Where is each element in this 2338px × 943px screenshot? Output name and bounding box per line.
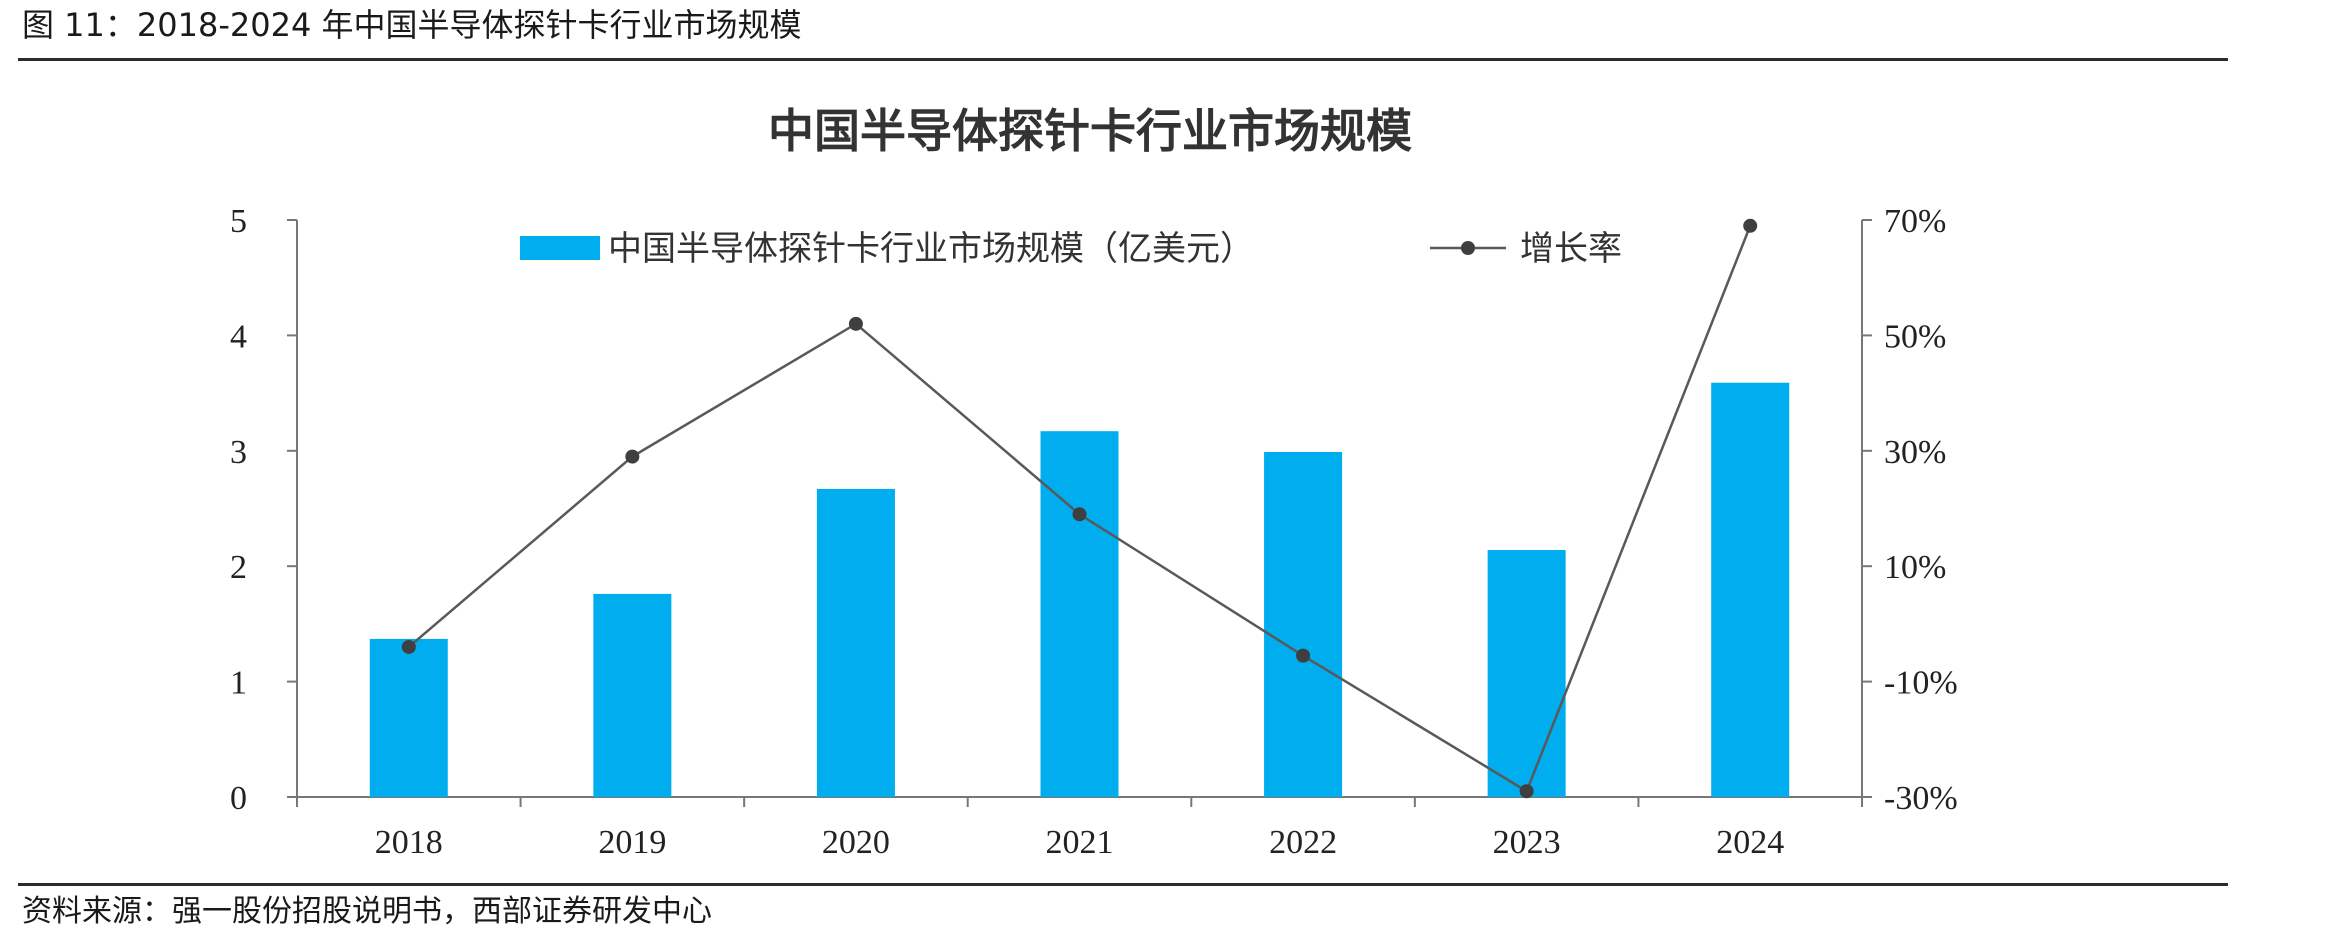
bottom-rule: [18, 883, 2228, 886]
bar: [593, 593, 672, 797]
source-note: 资料来源：强一股份招股说明书，西部证券研发中心: [22, 894, 712, 929]
x-tick-label: 2019: [598, 824, 666, 861]
left-tick-label: 0: [230, 780, 247, 817]
bar-line-chart: 中国半导体探针卡行业市场规模 中国半导体探针卡行业市场规模（亿美元） 增长率 0…: [230, 104, 1958, 861]
legend-bar-label: 中国半导体探针卡行业市场规模（亿美元）: [608, 229, 1254, 269]
right-tick-label: -30%: [1884, 780, 1958, 817]
left-axis-ticks: 0 1 2 3 4 5: [230, 203, 297, 817]
growth-rate-point: [1519, 784, 1534, 799]
left-tick-label: 5: [230, 203, 247, 240]
growth-rate-point: [625, 449, 640, 464]
x-tick-label: 2022: [1269, 824, 1337, 861]
chart-title: 中国半导体探针卡行业市场规模: [768, 104, 1412, 158]
growth-rate-series: [401, 218, 1758, 799]
top-rule: [18, 58, 2228, 61]
x-tick-label: 2023: [1493, 824, 1561, 861]
growth-rate-point: [1072, 507, 1087, 522]
legend: 中国半导体探针卡行业市场规模（亿美元） 增长率: [520, 229, 1622, 269]
left-tick-label: 2: [230, 549, 247, 586]
legend-line-marker: [1461, 241, 1475, 255]
bar: [1264, 451, 1343, 797]
left-tick-label: 4: [230, 318, 247, 355]
legend-bar-swatch: [520, 236, 600, 260]
x-tick-label: 2018: [375, 824, 443, 861]
right-axis-ticks: -30% -10% 10% 30% 50% 70%: [1862, 203, 1958, 817]
x-tick-label: 2021: [1046, 824, 1114, 861]
bar: [1487, 550, 1566, 797]
growth-rate-point: [1296, 648, 1311, 663]
growth-rate-point: [1743, 218, 1758, 233]
bar: [1040, 431, 1119, 797]
right-tick-label: 50%: [1884, 318, 1946, 355]
growth-rate-point: [848, 316, 863, 331]
growth-rate-point: [401, 639, 416, 654]
x-tick-label: 2020: [822, 824, 890, 861]
bar-series: [369, 382, 1790, 797]
legend-line-label: 增长率: [1520, 229, 1622, 269]
bar: [369, 638, 448, 797]
bar: [1711, 382, 1790, 797]
bar: [816, 488, 895, 797]
right-tick-label: 70%: [1884, 203, 1946, 240]
right-tick-label: 30%: [1884, 434, 1946, 471]
left-tick-label: 1: [230, 665, 247, 702]
right-tick-label: 10%: [1884, 549, 1946, 586]
x-axis-ticks: 2018 2019 2020 2021 2022 2023 2024: [296, 797, 1863, 861]
figure-caption: 图 11：2018-2024 年中国半导体探针卡行业市场规模: [22, 6, 802, 44]
left-tick-label: 3: [230, 434, 247, 471]
right-tick-label: -10%: [1884, 665, 1958, 702]
x-tick-label: 2024: [1716, 824, 1784, 861]
